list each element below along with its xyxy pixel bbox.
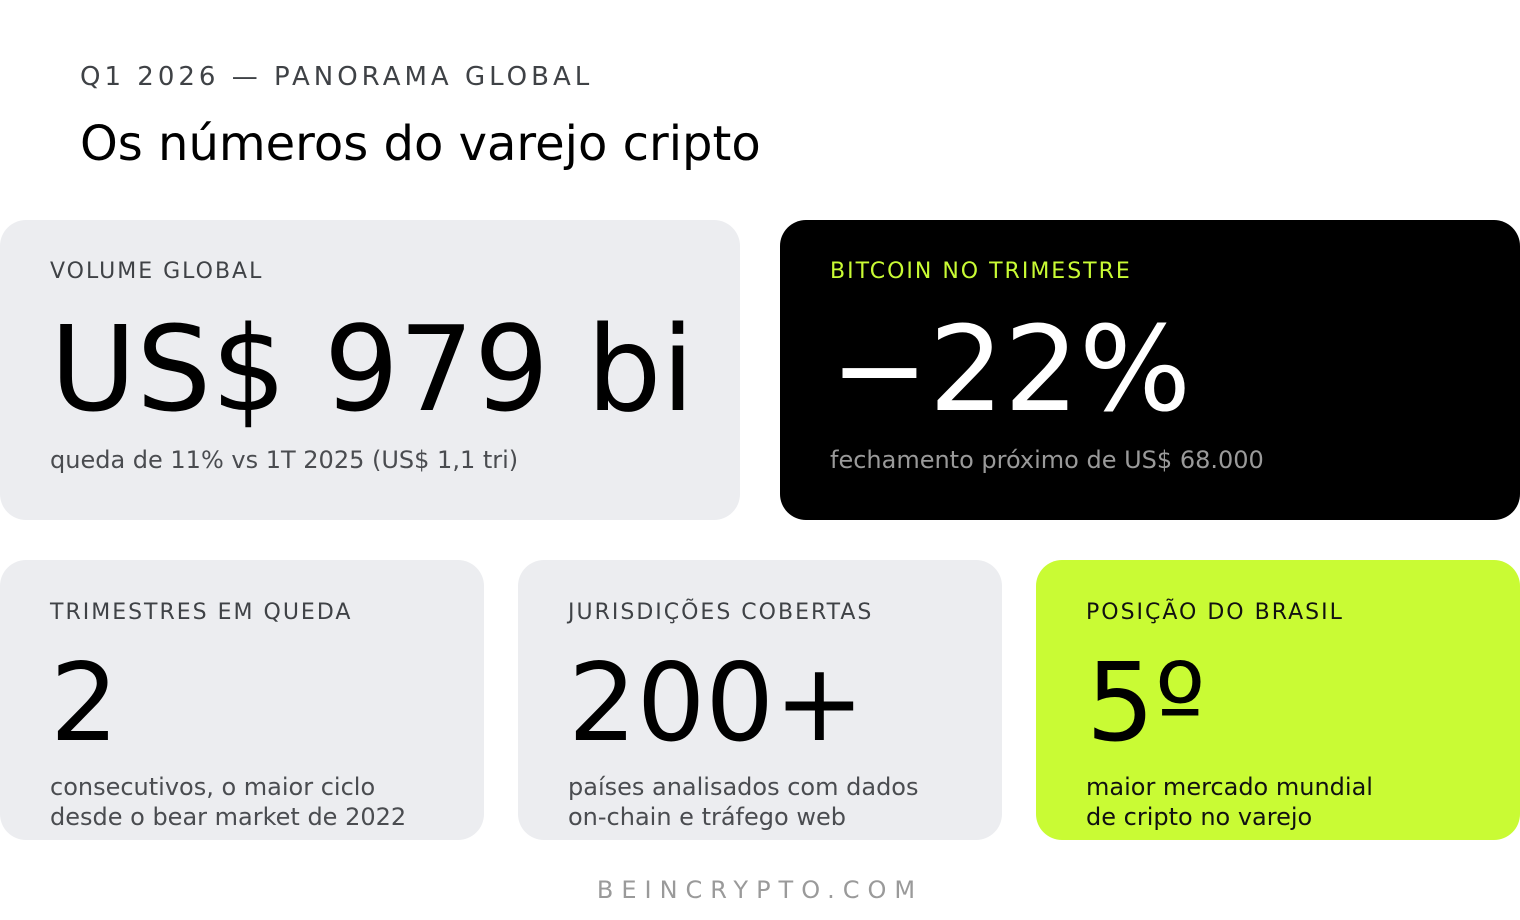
stat-description-line: fechamento próximo de US$ 68.000 <box>830 446 1264 474</box>
stat-value: 5º <box>1086 641 1206 766</box>
stat-label: JURISDIÇÕES COBERTAS <box>568 600 874 625</box>
stat-label: VOLUME GLOBAL <box>50 259 264 284</box>
stat-description: países analisados com dados on-chain e t… <box>568 772 918 832</box>
stat-description-line: desde o bear market de 2022 <box>50 803 407 831</box>
stat-label: TRIMESTRES EM QUEDA <box>50 600 353 625</box>
stat-value: −22% <box>830 300 1192 438</box>
stat-card-jurisdicoes: JURISDIÇÕES COBERTAS 200+ países analisa… <box>518 560 1002 840</box>
stat-card-volume-global: VOLUME GLOBAL US$ 979 bi queda de 11% vs… <box>0 220 740 520</box>
stat-label: BITCOIN NO TRIMESTRE <box>830 259 1132 284</box>
stat-card-posicao-brasil: POSIÇÃO DO BRASIL 5º maior mercado mundi… <box>1036 560 1520 840</box>
stat-description-line: maior mercado mundial <box>1086 773 1373 801</box>
stat-description: fechamento próximo de US$ 68.000 <box>830 445 1264 475</box>
stat-description-line: países analisados com dados <box>568 773 919 801</box>
stat-description-line: consecutivos, o maior ciclo <box>50 773 376 801</box>
stat-value: 200+ <box>568 641 865 766</box>
stat-description: maior mercado mundial de cripto no varej… <box>1086 772 1373 832</box>
stat-description-line: de cripto no varejo <box>1086 803 1313 831</box>
stat-description: consecutivos, o maior ciclo desde o bear… <box>50 772 406 832</box>
stat-card-trimestres-queda: TRIMESTRES EM QUEDA 2 consecutivos, o ma… <box>0 560 484 840</box>
stat-value: US$ 979 bi <box>50 300 695 438</box>
stat-description-line: on-chain e tráfego web <box>568 803 846 831</box>
page-title: Os números do varejo cripto <box>80 116 761 172</box>
stat-description-line: queda de 11% vs 1T 2025 (US$ 1,1 tri) <box>50 446 519 474</box>
stat-value: 2 <box>50 641 119 766</box>
source-footer: BEINCRYPTO.COM <box>596 876 924 904</box>
stat-description: queda de 11% vs 1T 2025 (US$ 1,1 tri) <box>50 445 518 475</box>
stat-label: POSIÇÃO DO BRASIL <box>1086 600 1344 625</box>
stat-card-bitcoin-trimestre: BITCOIN NO TRIMESTRE −22% fechamento pró… <box>780 220 1520 520</box>
eyebrow-label: Q1 2026 — PANORAMA GLOBAL <box>80 62 594 92</box>
